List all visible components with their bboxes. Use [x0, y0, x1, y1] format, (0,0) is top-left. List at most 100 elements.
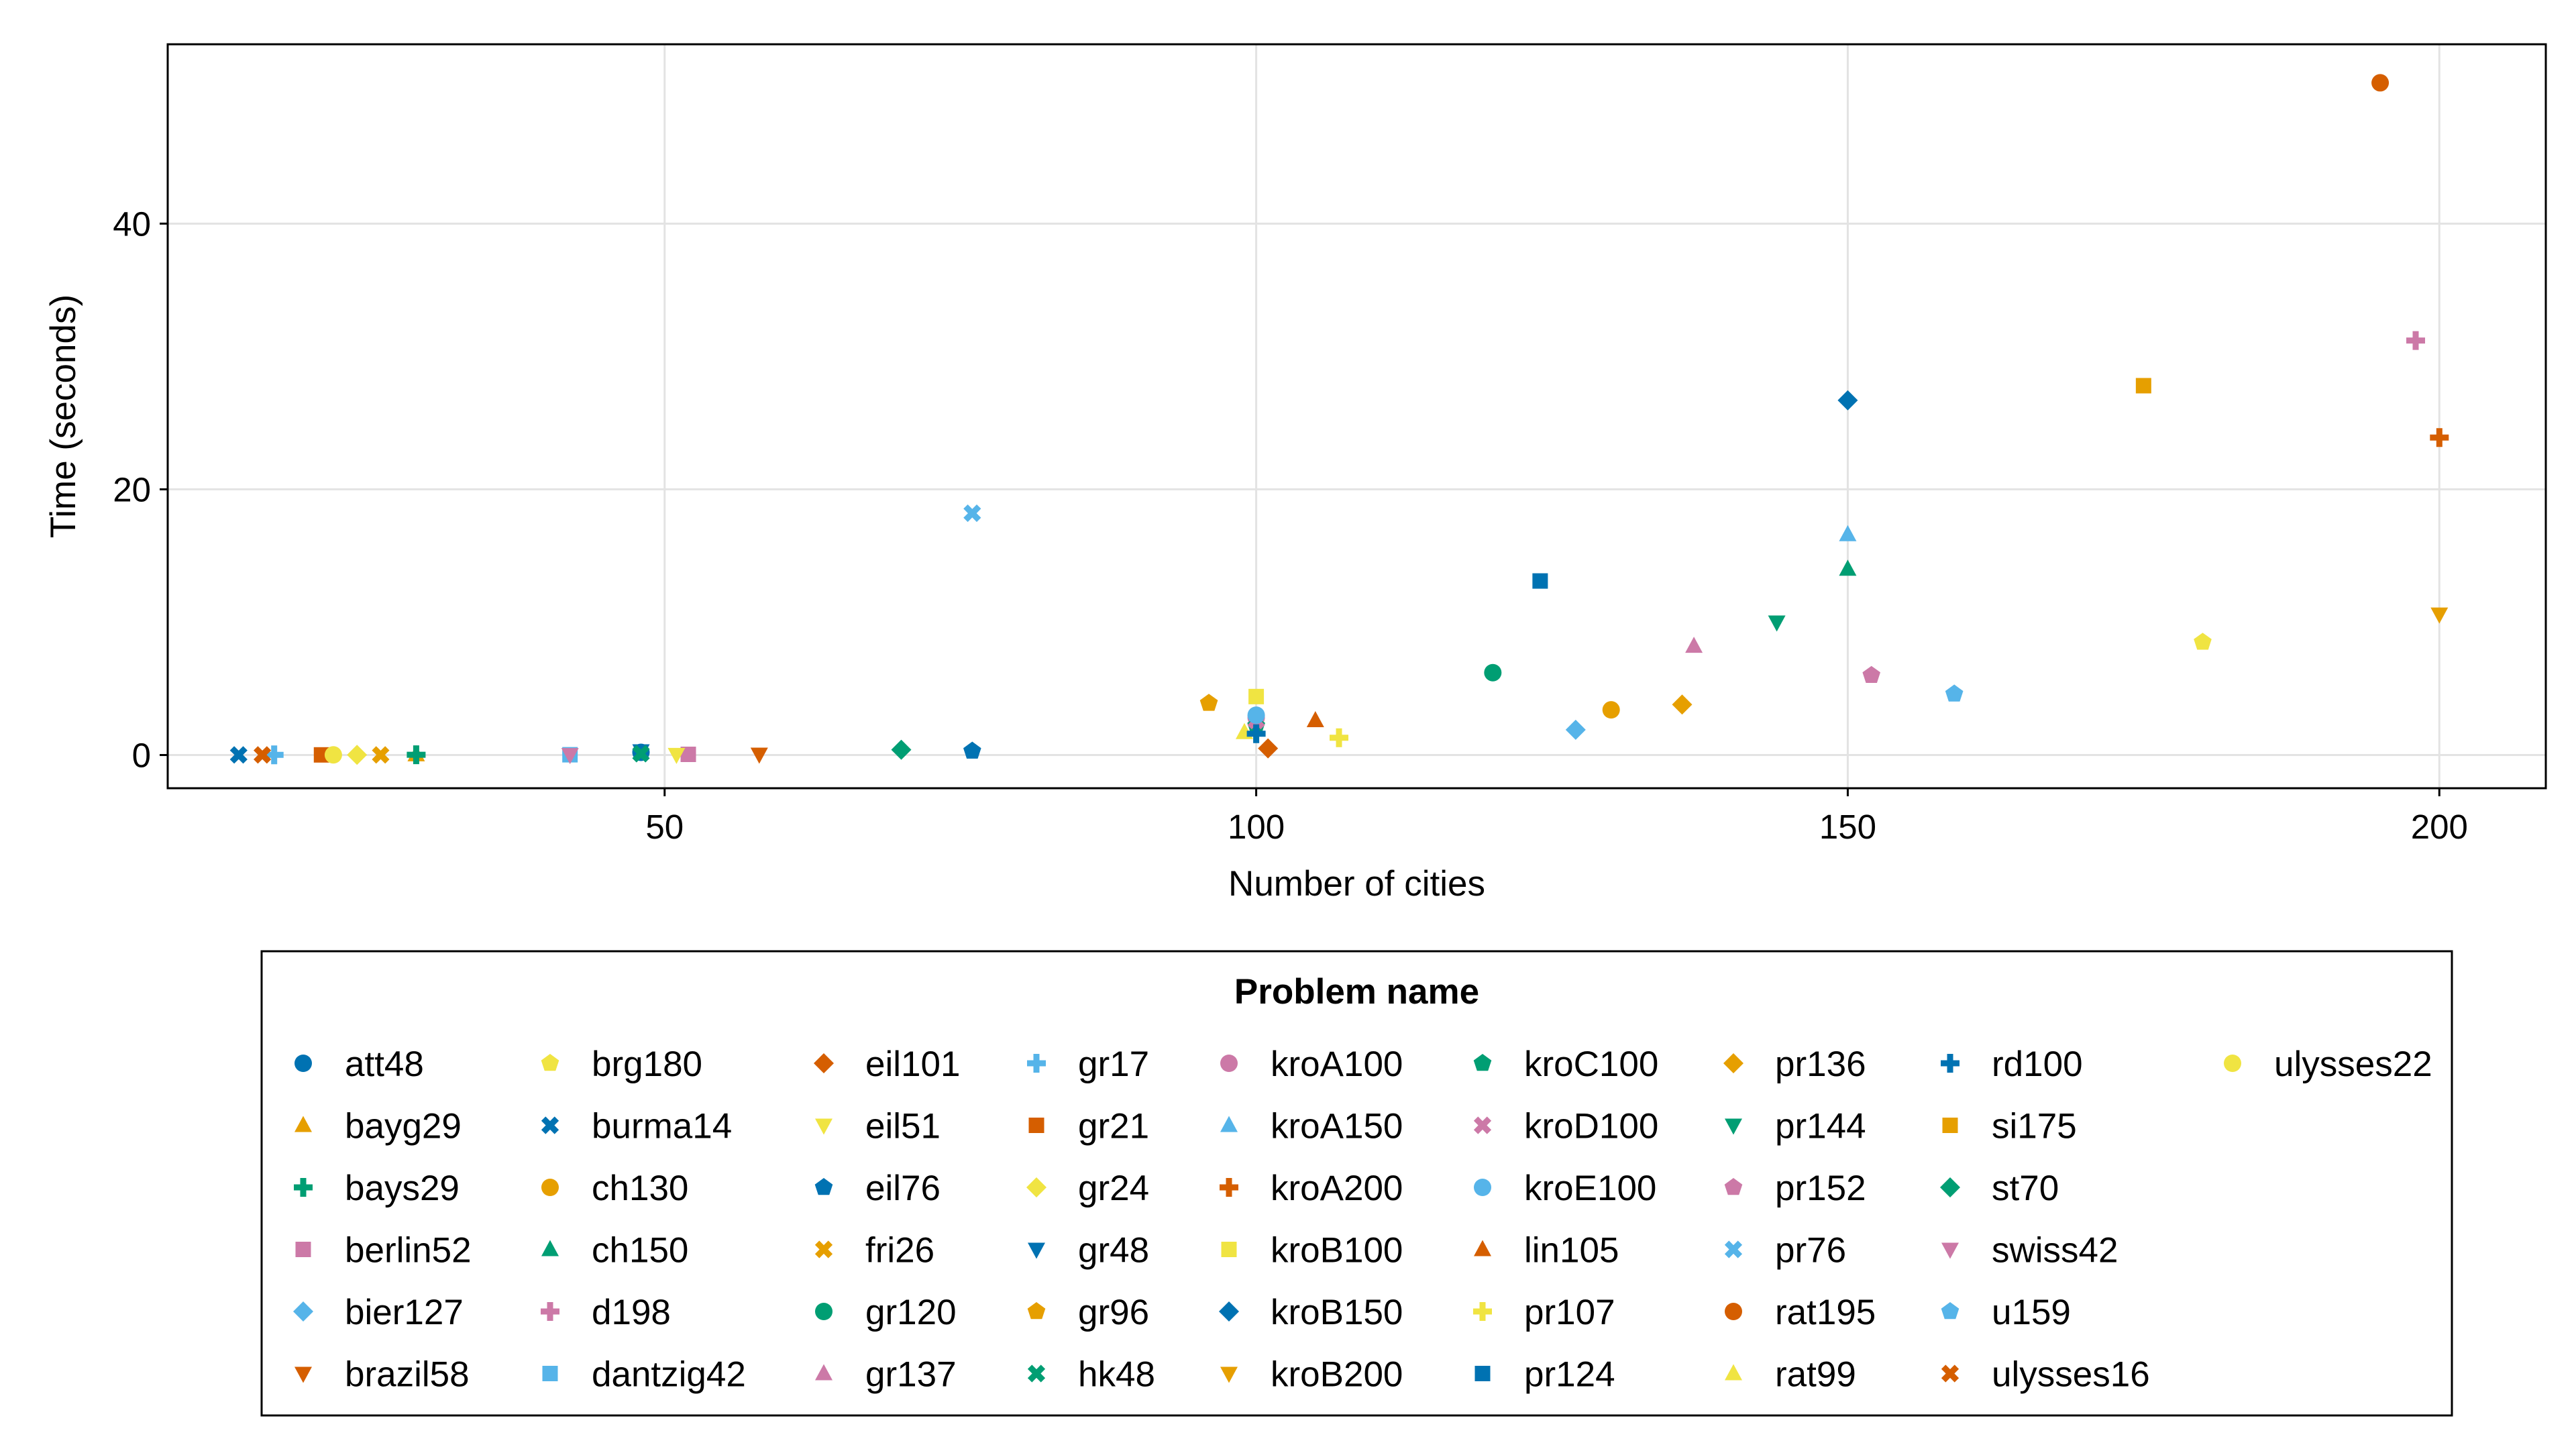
data-point-gr96	[1199, 694, 1218, 711]
legend-marker-lin105	[1474, 1240, 1491, 1256]
legend-label-d198: d198	[592, 1293, 671, 1332]
data-point-u159	[1945, 684, 1964, 702]
legend-label-berlin52: berlin52	[345, 1231, 472, 1271]
legend-marker-gr96	[1027, 1302, 1046, 1320]
legend-label-kroB200: kroB200	[1271, 1355, 1403, 1395]
y-tick-label: 20	[113, 470, 151, 508]
legend-marker-kroA150	[1220, 1116, 1238, 1132]
data-point-kroA150	[1839, 525, 1857, 541]
legend-marker-berlin52	[295, 1242, 311, 1257]
data-point-bier127	[1565, 719, 1586, 740]
legend-marker-dantzig42	[542, 1366, 558, 1381]
legend-marker-gr48	[1028, 1242, 1045, 1259]
legend-marker-fri26	[814, 1240, 833, 1258]
data-point-fri26	[372, 746, 390, 764]
plot-area-frame	[166, 43, 2547, 790]
data-point-brazil58	[750, 747, 768, 764]
legend-label-gr17: gr17	[1078, 1044, 1149, 1084]
data-point-pr152	[1862, 665, 1880, 683]
legend-marker-ulysses22	[2224, 1055, 2241, 1072]
legend-label-gr96: gr96	[1078, 1293, 1149, 1332]
data-point-kroB200	[2430, 607, 2449, 624]
grid-lines	[168, 44, 2546, 788]
data-point-ch150	[1839, 559, 1857, 576]
legend-label-rat99: rat99	[1775, 1355, 1856, 1395]
data-point-gr137	[1685, 637, 1703, 653]
legend-label-kroC100: kroC100	[1524, 1044, 1658, 1084]
data-point-ulysses16	[254, 746, 272, 764]
legend-marker-gr17	[1027, 1054, 1046, 1073]
x-tick-label: 50	[645, 808, 684, 846]
legend-marker-u159	[1941, 1302, 1960, 1320]
data-point-kroB150	[1837, 390, 1858, 411]
data-points	[229, 74, 2449, 765]
legend-label-gr24: gr24	[1078, 1169, 1149, 1208]
legend-label-gr48: gr48	[1078, 1231, 1149, 1271]
data-point-kroE100	[1247, 706, 1265, 724]
legend-marker-pr107	[1473, 1302, 1492, 1321]
legend-title: Problem name	[1234, 972, 1479, 1012]
legend-label-rd100: rd100	[1992, 1044, 2083, 1084]
legend-label-hk48: hk48	[1078, 1355, 1155, 1395]
legend-marker-kroA200	[1220, 1178, 1238, 1197]
legend-label-gr120: gr120	[865, 1293, 957, 1332]
legend-marker-gr21	[1028, 1118, 1044, 1133]
data-point-d198	[2406, 331, 2425, 350]
data-point-pr144	[1768, 615, 1786, 632]
legend-label-pr144: pr144	[1775, 1107, 1866, 1146]
legend-marker-rat99	[1725, 1364, 1742, 1381]
legend-label-ch130: ch130	[592, 1169, 688, 1208]
legend-label-pr124: pr124	[1524, 1355, 1615, 1395]
legend-marker-pr144	[1725, 1118, 1742, 1135]
legend-label-eil101: eil101	[865, 1044, 960, 1084]
legend-label-bier127: bier127	[345, 1293, 464, 1332]
legend-label-kroA150: kroA150	[1271, 1107, 1403, 1146]
x-axis-label: Number of cities	[1228, 864, 1485, 904]
legend-label-pr107: pr107	[1524, 1293, 1615, 1332]
legend-marker-bier127	[293, 1301, 313, 1322]
data-point-lin105	[1306, 711, 1324, 727]
legend-label-kroE100: kroE100	[1524, 1169, 1656, 1208]
legend-marker-bayg29	[294, 1116, 312, 1132]
x-tick-label: 100	[1228, 808, 1285, 846]
legend-label-burma14: burma14	[592, 1107, 732, 1146]
legend-label-kroA200: kroA200	[1271, 1169, 1403, 1208]
legend-marker-kroA100	[1220, 1055, 1238, 1072]
data-point-gr17	[264, 745, 284, 765]
legend-label-eil76: eil76	[865, 1169, 941, 1208]
legend-marker-pr76	[1724, 1240, 1743, 1258]
legend-marker-kroB200	[1220, 1366, 1238, 1383]
legend-label-eil51: eil51	[865, 1107, 941, 1146]
data-point-brg180	[2194, 633, 2212, 650]
x-tick-label: 150	[1819, 808, 1876, 846]
data-point-burma14	[229, 746, 248, 764]
legend-label-ulysses16: ulysses16	[1992, 1355, 2150, 1395]
data-point-pr76	[963, 504, 981, 523]
legend-label-si175: si175	[1992, 1107, 2077, 1146]
legend-label-gr137: gr137	[865, 1355, 957, 1395]
legend-marker-gr24	[1026, 1177, 1046, 1197]
legend-marker-gr137	[815, 1364, 833, 1381]
legend-marker-kroC100	[1473, 1054, 1492, 1071]
y-tick-label: 0	[132, 736, 151, 774]
data-point-kroA200	[2430, 428, 2449, 447]
legend-marker-gr120	[815, 1303, 833, 1320]
legend-marker-ch130	[541, 1179, 559, 1196]
legend-label-kroA100: kroA100	[1271, 1044, 1403, 1084]
legend-label-u159: u159	[1992, 1293, 2071, 1332]
legend-marker-att48	[294, 1055, 312, 1072]
legend-marker-d198	[541, 1302, 559, 1321]
legend-entries: att48 bayg29 bays29 berlin52 bier127 brazil58…	[293, 1044, 2432, 1395]
data-point-ulysses22	[324, 746, 342, 764]
legend-marker-kroB150	[1219, 1301, 1239, 1322]
y-axis-label: Time (seconds)	[44, 294, 83, 538]
legend-marker-si175	[1942, 1118, 1958, 1133]
legend-label-bayg29: bayg29	[345, 1107, 462, 1146]
legend-marker-ulysses16	[1941, 1364, 1960, 1383]
legend-label-st70: st70	[1992, 1169, 2059, 1208]
legend-box	[260, 950, 2453, 1417]
y-tick-label: 40	[113, 205, 151, 243]
legend-label-kroB100: kroB100	[1271, 1231, 1403, 1271]
data-point-swiss42	[561, 748, 579, 765]
